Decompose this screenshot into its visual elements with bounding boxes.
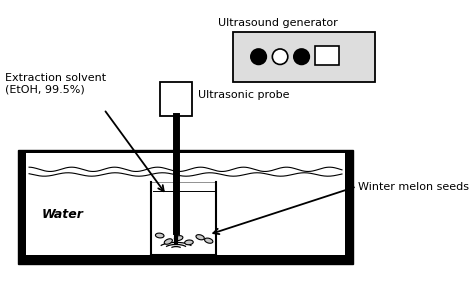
Circle shape: [273, 49, 288, 65]
Ellipse shape: [164, 239, 173, 244]
Ellipse shape: [205, 238, 213, 243]
Ellipse shape: [185, 240, 193, 245]
FancyBboxPatch shape: [233, 32, 374, 82]
Text: Winter melon seeds: Winter melon seeds: [358, 182, 469, 192]
FancyBboxPatch shape: [160, 82, 192, 116]
Text: Ultrasound generator: Ultrasound generator: [218, 18, 338, 28]
Ellipse shape: [174, 236, 183, 241]
FancyBboxPatch shape: [18, 150, 353, 264]
Text: Water: Water: [42, 208, 84, 220]
Text: Ultrasonic probe: Ultrasonic probe: [198, 90, 289, 100]
Circle shape: [294, 49, 310, 65]
Ellipse shape: [155, 233, 164, 238]
Text: Extraction solvent
(EtOH, 99.5%): Extraction solvent (EtOH, 99.5%): [5, 73, 106, 95]
Ellipse shape: [196, 235, 204, 240]
Circle shape: [251, 49, 266, 65]
FancyBboxPatch shape: [27, 153, 345, 255]
FancyBboxPatch shape: [315, 46, 339, 65]
